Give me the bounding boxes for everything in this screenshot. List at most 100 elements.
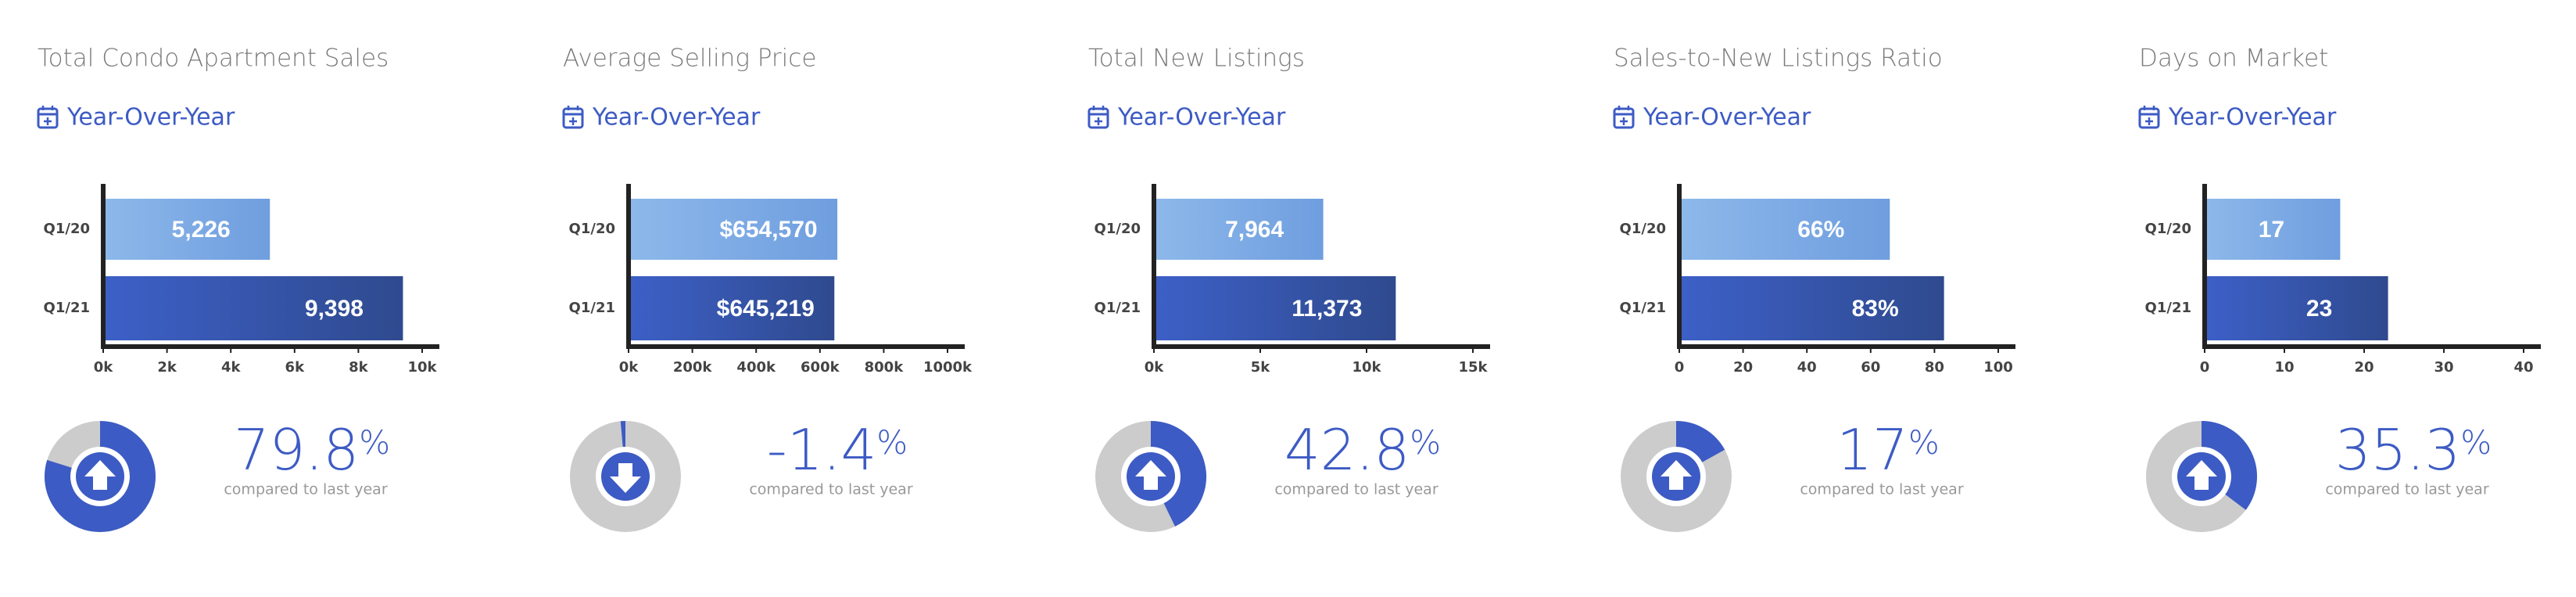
- calendar-icon: [2143, 106, 2155, 125]
- x-tick-label: 0k: [619, 359, 640, 376]
- change-number: 79.8: [234, 417, 359, 483]
- x-tick-label: 400k: [736, 359, 776, 376]
- value-label: 17: [2259, 217, 2284, 243]
- calendar-icon: [1618, 106, 1630, 125]
- change-arrow: [1661, 460, 1692, 490]
- period-link[interactable]: Year-Over-Year: [37, 104, 235, 131]
- value-label: $654,570: [719, 217, 817, 243]
- change-caption: compared to last year: [2325, 481, 2488, 498]
- kpi-panel: Sales-to-New Listings Ratio Year-Over-Yea…: [1613, 45, 2015, 532]
- kpi-panel: Days on Market Year-Over-Year Q1/20 17 Q1/21…: [2138, 45, 2541, 532]
- category-label: Q1/21: [44, 300, 90, 316]
- category-label: Q1/20: [1095, 221, 1141, 237]
- bar: [2205, 276, 2388, 340]
- donut-arc: [2201, 421, 2257, 510]
- category-label: Q1/20: [569, 221, 615, 237]
- calendar-icon: [567, 106, 579, 125]
- x-tick-label: 15k: [1458, 359, 1488, 376]
- donut-arc: [1675, 421, 1725, 463]
- change-caption: compared to last year: [224, 481, 387, 498]
- x-tick-label: 1000k: [923, 359, 973, 376]
- change-value: 42.8%: [1284, 417, 1441, 483]
- x-tick-label: 40: [1797, 359, 1817, 376]
- x-tick-label: 8k: [349, 359, 369, 376]
- calendar-icon: [2138, 107, 2160, 129]
- change-number: -1.4: [767, 417, 876, 483]
- x-tick-label: 0: [2200, 359, 2210, 376]
- change-number: 17: [1836, 417, 1908, 483]
- kpi-panel: Average Selling Price Year-Over-Year Q1/20…: [562, 45, 973, 532]
- x-tick-label: 10k: [407, 359, 437, 376]
- calendar-icon: [37, 107, 59, 129]
- period-link-text[interactable]: Year-Over-Year: [2168, 104, 2337, 131]
- x-tick-label: 800k: [865, 359, 905, 376]
- x-tick-label: 80: [1925, 359, 1944, 376]
- panel-title: Average Selling Price: [563, 45, 816, 73]
- change-arrow: [610, 463, 641, 493]
- value-label: 5,226: [172, 217, 231, 243]
- x-tick-label: 0: [1675, 359, 1685, 376]
- x-tick-label: 20: [1733, 359, 1753, 376]
- x-tick-label: 200k: [673, 359, 713, 376]
- category-label: Q1/20: [1620, 221, 1666, 237]
- change-unit: %: [2460, 423, 2492, 462]
- bar: [103, 199, 270, 260]
- period-link[interactable]: Year-Over-Year: [1087, 104, 1286, 131]
- period-link-text[interactable]: Year-Over-Year: [66, 104, 235, 131]
- change-number: 42.8: [1284, 417, 1410, 483]
- calendar-icon: [1087, 107, 1109, 129]
- calendar-icon: [562, 107, 584, 129]
- category-label: Q1/21: [569, 300, 615, 316]
- period-link-text[interactable]: Year-Over-Year: [1643, 104, 1811, 131]
- period-link[interactable]: Year-Over-Year: [1613, 104, 1811, 131]
- change-arrow: [2186, 460, 2217, 490]
- category-label: Q1/20: [2145, 221, 2191, 237]
- category-label: Q1/20: [44, 221, 90, 237]
- x-tick-label: 600k: [801, 359, 840, 376]
- panel-title: Total Condo Apartment Sales: [38, 45, 389, 73]
- bar: [103, 276, 403, 340]
- calendar-icon: [1092, 106, 1105, 125]
- period-link[interactable]: Year-Over-Year: [562, 104, 761, 131]
- kpi-panel: Total Condo Apartment Sales Year-Over-Yea…: [37, 45, 439, 532]
- x-tick-label: 0k: [1145, 359, 1165, 376]
- period-link[interactable]: Year-Over-Year: [2138, 104, 2337, 131]
- x-tick-label: 10k: [1352, 359, 1381, 376]
- panel-title: Days on Market: [2139, 45, 2328, 73]
- bar: [1154, 199, 1324, 260]
- calendar-icon: [41, 106, 54, 125]
- change-arrow: [84, 460, 116, 490]
- category-label: Q1/21: [1620, 300, 1666, 316]
- bar: [1154, 276, 1396, 340]
- change-caption: compared to last year: [1274, 481, 1438, 498]
- change-caption: compared to last year: [1800, 481, 1963, 498]
- period-link-text[interactable]: Year-Over-Year: [592, 104, 761, 131]
- x-tick-label: 40: [2513, 359, 2533, 376]
- change-unit: %: [1908, 423, 1940, 462]
- x-tick-label: 30: [2434, 359, 2453, 376]
- value-label: 83%: [1852, 296, 1899, 322]
- change-caption: compared to last year: [749, 481, 912, 498]
- donut-arc: [45, 421, 156, 532]
- category-label: Q1/21: [2145, 300, 2191, 316]
- value-label: 11,373: [1292, 296, 1362, 322]
- value-label: 23: [2306, 296, 2332, 322]
- x-tick-label: 4k: [221, 359, 242, 376]
- x-tick-label: 5k: [1251, 359, 1271, 376]
- x-tick-label: 0k: [94, 359, 114, 376]
- x-tick-label: 20: [2354, 359, 2374, 376]
- change-unit: %: [1410, 423, 1441, 462]
- change-value: 35.3%: [2335, 417, 2492, 483]
- category-label: Q1/21: [1095, 300, 1141, 316]
- panel-title: Total New Listings: [1088, 45, 1305, 73]
- change-value: -1.4%: [767, 417, 908, 483]
- value-label: $645,219: [717, 296, 815, 322]
- x-tick-label: 10: [2274, 359, 2294, 376]
- period-link-text[interactable]: Year-Over-Year: [1117, 104, 1286, 131]
- bar: [629, 276, 835, 340]
- change-number: 35.3: [2335, 417, 2460, 483]
- bar: [2205, 199, 2341, 260]
- panel-title: Sales-to-New Listings Ratio: [1614, 45, 1943, 73]
